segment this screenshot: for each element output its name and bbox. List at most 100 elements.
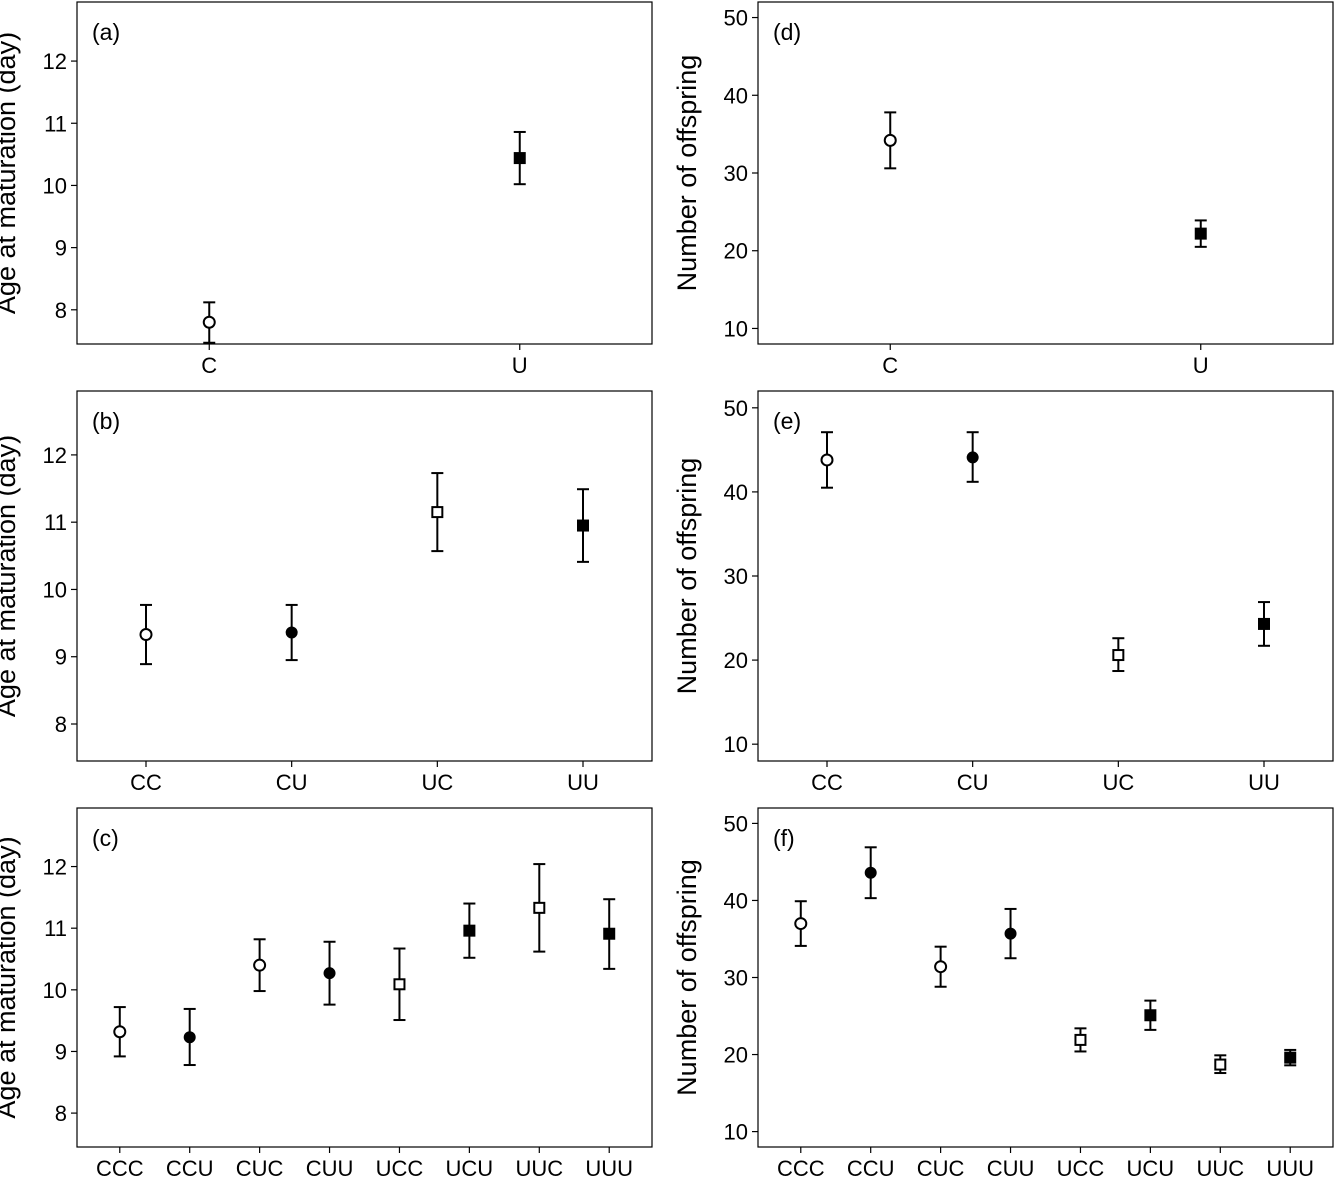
y-tick-label: 12	[43, 855, 67, 880]
marker-open-square	[1214, 1058, 1227, 1071]
y-tick-label: 9	[55, 236, 67, 261]
y-tick-label: 11	[44, 916, 67, 941]
y-tick-label: 50	[724, 396, 748, 421]
data-point-UC	[431, 472, 444, 553]
y-tick-label: 11	[44, 111, 67, 136]
data-point-UUC	[533, 863, 546, 953]
marker-open-square	[533, 901, 546, 914]
panel-label: (f)	[773, 825, 795, 851]
marker-open-square	[1074, 1033, 1087, 1046]
x-tick-label: C	[201, 353, 217, 378]
y-tick-label: 40	[724, 888, 748, 913]
marker-filled-square	[1284, 1051, 1297, 1064]
y-tick-label: 20	[724, 239, 748, 264]
data-point-UCU	[1144, 999, 1157, 1031]
y-tick-label: 8	[55, 1101, 67, 1126]
x-tick-label: UC	[421, 770, 453, 795]
data-point-UUU	[603, 898, 616, 970]
marker-open-circle	[883, 133, 897, 147]
y-tick-label: 30	[724, 966, 748, 991]
plot-frame	[76, 390, 653, 762]
y-tick-label: 12	[43, 49, 67, 74]
panel-label: (a)	[92, 19, 120, 45]
y-axis-title: Number of offspring	[672, 859, 702, 1096]
marker-filled-circle	[1004, 927, 1017, 940]
data-point-UCU	[463, 902, 476, 959]
marker-filled-circle	[323, 967, 336, 980]
data-point-CC	[139, 603, 153, 666]
x-tick-label: UUU	[585, 1156, 633, 1179]
x-tick-label: UC	[1102, 770, 1134, 795]
marker-open-circle	[820, 453, 834, 467]
plot-frame	[76, 1, 653, 345]
data-point-UUU	[1284, 1048, 1297, 1067]
y-tick-label: 10	[43, 173, 67, 198]
y-tick-label: 50	[724, 6, 748, 31]
y-axis-title: Number of offspring	[672, 55, 702, 292]
plot-frame	[76, 807, 653, 1148]
marker-open-circle	[794, 917, 808, 931]
marker-open-square	[1112, 649, 1125, 662]
x-tick-label: CUU	[306, 1156, 354, 1179]
y-tick-label: 10	[43, 978, 67, 1003]
x-tick-label: CC	[811, 770, 843, 795]
x-tick-label: CUC	[917, 1156, 965, 1179]
data-point-CU	[285, 603, 298, 662]
marker-filled-circle	[183, 1031, 196, 1044]
y-axis-title: Age at maturation (day)	[0, 435, 21, 717]
y-tick-label: 50	[724, 811, 748, 836]
x-tick-label: C	[882, 353, 898, 378]
panel-label: (e)	[773, 408, 801, 434]
data-point-U	[1194, 219, 1207, 248]
marker-filled-circle	[864, 866, 877, 879]
data-point-CUU	[1004, 907, 1017, 960]
y-tick-label: 20	[724, 648, 748, 673]
y-tick-label: 10	[724, 732, 748, 757]
x-tick-label: CUC	[236, 1156, 284, 1179]
x-tick-label: UCC	[1057, 1156, 1105, 1179]
x-tick-label: CUU	[987, 1156, 1035, 1179]
y-tick-label: 30	[724, 564, 748, 589]
panel-c: 8 9 10 11 12 CCC CCU CUC CUU UCC UCU UUC UUU Age at m…	[0, 807, 653, 1179]
plot-frame	[757, 807, 1334, 1148]
x-tick-label: CC	[130, 770, 162, 795]
panel-label: (c)	[92, 825, 119, 851]
marker-open-square	[431, 506, 444, 519]
y-tick-label: 40	[724, 480, 748, 505]
marker-filled-square	[1194, 227, 1207, 240]
y-tick-label: 10	[43, 577, 67, 602]
data-point-UCC	[393, 947, 406, 1022]
x-tick-label: UCU	[446, 1156, 494, 1179]
data-point-CC	[820, 431, 834, 489]
data-point-UCC	[1074, 1027, 1087, 1053]
marker-filled-square	[603, 927, 616, 940]
data-point-CCC	[113, 1006, 127, 1058]
data-point-CUC	[253, 938, 267, 993]
data-point-CUU	[323, 940, 336, 1006]
y-tick-label: 20	[724, 1043, 748, 1068]
marker-filled-circle	[966, 451, 979, 464]
y-axis-title: Age at maturation (day)	[0, 32, 21, 314]
plot-frame	[757, 1, 1334, 345]
y-axis-title: Age at maturation (day)	[0, 836, 21, 1118]
marker-filled-square	[1258, 617, 1270, 630]
data-point-C	[883, 111, 897, 170]
data-point-U	[513, 130, 526, 186]
x-tick-label: CU	[276, 770, 308, 795]
data-point-UU	[1258, 601, 1270, 647]
panel-b: 8 9 10 11 12 CC CU UC UU Age at maturation (day) (…	[0, 390, 653, 795]
panel-d: 10 20 30 40 50 C U Number of offspring (d)	[672, 1, 1334, 378]
panel-e: 10 20 30 40 50 CC CU UC UU Number of offspring (e)	[672, 390, 1334, 795]
marker-filled-square	[1144, 1009, 1157, 1022]
marker-filled-square	[577, 519, 589, 532]
y-axis-title: Number of offspring	[672, 458, 702, 695]
data-point-UU	[577, 488, 589, 563]
x-tick-label: U	[512, 353, 528, 378]
marker-open-circle	[139, 628, 153, 642]
x-tick-label: UU	[567, 770, 599, 795]
data-point-CCC	[794, 900, 808, 947]
marker-filled-square	[513, 152, 526, 165]
y-tick-label: 9	[55, 1039, 67, 1064]
data-point-CCU	[183, 1007, 196, 1067]
data-point-UC	[1112, 637, 1125, 673]
